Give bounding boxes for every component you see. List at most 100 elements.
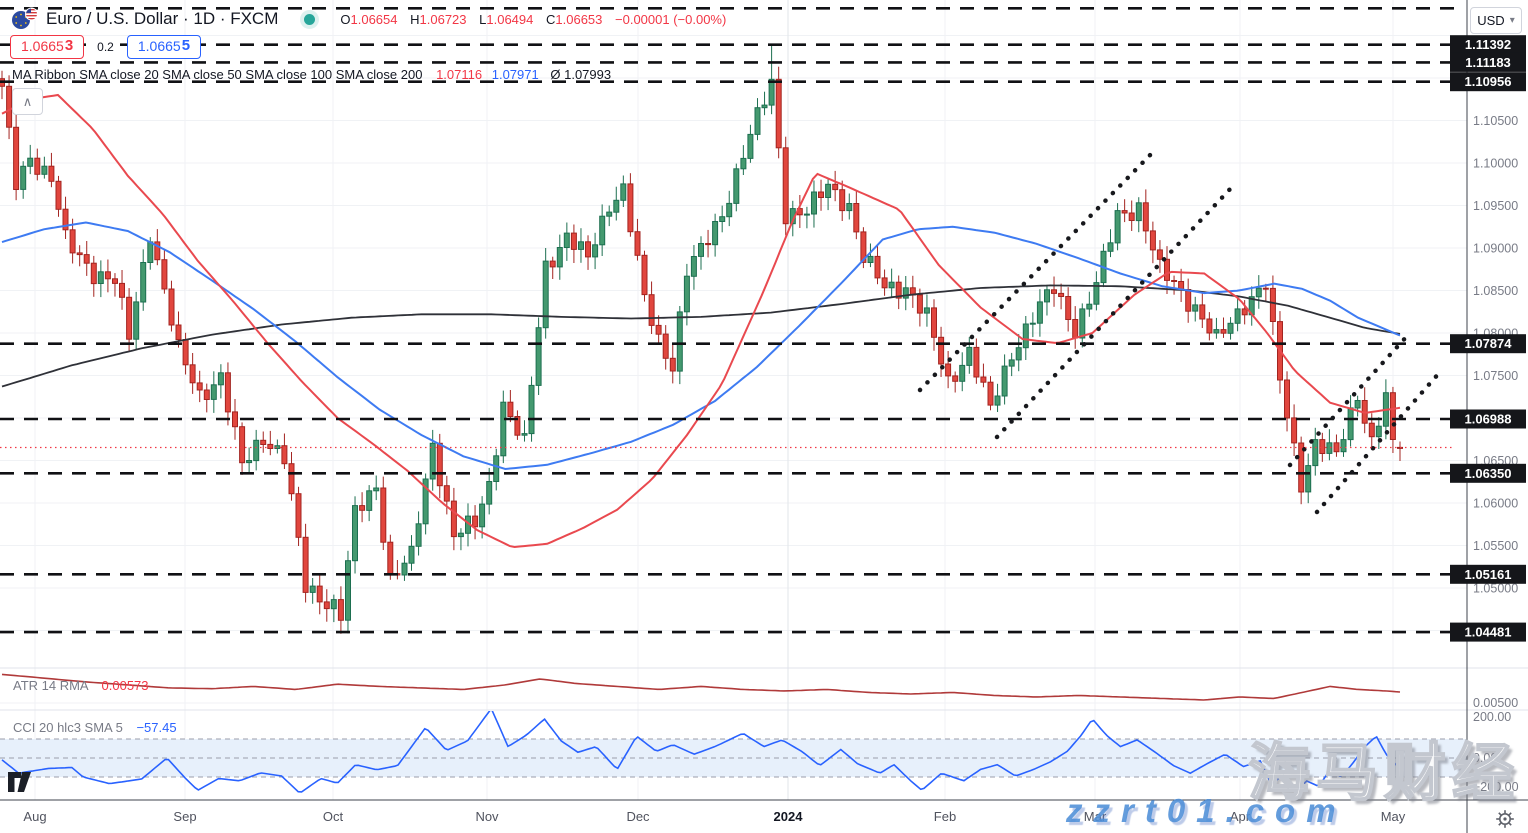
candle: [104, 259, 111, 293]
candle: [1291, 404, 1298, 456]
price-level-chip: 1.11183: [1450, 52, 1526, 72]
candle: [606, 205, 613, 227]
ma-ribbon-label: MA Ribbon SMA close 20 SMA close 50 SMA …: [12, 67, 423, 82]
candle: [1100, 243, 1107, 288]
candle: [507, 390, 514, 423]
price-tick: 1.05500: [1473, 539, 1518, 553]
time-axis-label: May: [1381, 809, 1406, 824]
candle: [754, 98, 761, 141]
candle: [126, 288, 133, 351]
candle: [1262, 283, 1269, 302]
currency-selector[interactable]: USD ▾: [1470, 7, 1522, 34]
buy-button[interactable]: 1.0665 5: [126, 35, 202, 59]
chevron-down-icon: ▾: [1509, 15, 1515, 26]
atr-label: ATR 14 RMA: [13, 678, 88, 693]
candle: [20, 161, 27, 199]
candle: [782, 136, 789, 236]
collapse-legend-button[interactable]: ∧: [12, 88, 43, 115]
candle: [570, 224, 577, 263]
candle: [690, 245, 697, 290]
candle: [493, 448, 500, 491]
grid-layer: [0, 0, 1467, 800]
candle: [1086, 291, 1093, 317]
candle: [323, 589, 330, 622]
candle: [1305, 453, 1312, 504]
candle: [669, 344, 676, 384]
market-status-icon[interactable]: [304, 13, 316, 25]
price-level-chip: 1.07874: [1450, 334, 1526, 354]
candle: [394, 560, 401, 580]
candle: [90, 255, 97, 297]
candle: [345, 550, 351, 634]
candle: [705, 229, 712, 258]
trendlines-layer: [917, 145, 1443, 515]
ma-ribbon-legend[interactable]: MA Ribbon SMA close 20 SMA close 50 SMA …: [12, 67, 611, 82]
candle: [1269, 275, 1276, 335]
candle: [337, 586, 344, 634]
candle: [1079, 303, 1086, 348]
symbol-title[interactable]: Euro / U.S. Dollar · 1D · FXCM: [46, 9, 279, 28]
candle: [1107, 229, 1114, 258]
price-level-chip: 1.11392: [1450, 35, 1526, 55]
candle: [55, 175, 62, 217]
candle: [1199, 291, 1206, 328]
atr-legend[interactable]: ATR 14 RMA 0.00573: [13, 678, 149, 693]
candle: [1326, 429, 1333, 461]
open-value: 1.06654: [350, 11, 398, 27]
candle: [472, 505, 479, 540]
close-value: 1.06653: [555, 11, 603, 27]
candle: [881, 269, 888, 296]
candle: [401, 555, 408, 581]
svg-text:1.06988: 1.06988: [1465, 412, 1512, 427]
settings-gear-icon[interactable]: [1495, 809, 1515, 829]
sma20-line: [1, 93, 1401, 549]
candle: [97, 260, 104, 298]
candle: [1248, 286, 1255, 326]
apr-may-channel-lower[interactable]: [1314, 369, 1443, 515]
sma50-value: 1.07971: [491, 67, 539, 82]
candle: [83, 241, 90, 276]
candle: [76, 245, 83, 267]
candle: [133, 291, 140, 350]
candle: [662, 325, 669, 370]
svg-text:1.04481: 1.04481: [1465, 625, 1512, 640]
candle: [232, 399, 238, 440]
tradingview-logo[interactable]: [8, 771, 36, 793]
candle: [902, 276, 909, 311]
candle: [422, 473, 429, 535]
svg-text:1.05161: 1.05161: [1465, 567, 1512, 582]
candle: [1093, 271, 1100, 311]
trade-buttons: 1.0665 3 0.2 1.0665 5: [10, 35, 202, 59]
candle: [239, 422, 246, 475]
atr-value: 0.00573: [101, 678, 149, 693]
candle: [1340, 428, 1347, 457]
candle: [210, 371, 217, 413]
price-level-chip: 1.06350: [1450, 463, 1526, 483]
candle: [1135, 197, 1142, 233]
candle: [253, 429, 260, 471]
candle: [154, 229, 161, 266]
candle: [980, 363, 987, 388]
candle: [923, 294, 930, 327]
sell-button[interactable]: 1.0665 3: [10, 35, 85, 59]
candle: [380, 476, 387, 550]
candle: [1213, 317, 1220, 339]
candle: [1029, 312, 1036, 338]
candle: [818, 179, 824, 211]
feb-mar-channel-upper[interactable]: [917, 145, 1160, 393]
candle: [1008, 352, 1015, 377]
candle: [1156, 240, 1163, 273]
candle: [140, 249, 147, 311]
candle: [825, 178, 832, 211]
feb-mar-channel-lower[interactable]: [994, 184, 1235, 440]
apr-may-channel-upper[interactable]: [1287, 332, 1411, 468]
cci-line: [1, 711, 1401, 793]
candle: [952, 371, 959, 393]
candle: [274, 439, 281, 454]
price-level-chip: 1.06988: [1450, 409, 1526, 429]
cci-tick: 200.00: [1473, 710, 1511, 724]
cci-legend[interactable]: CCI 20 hlc3 SMA 5 −57.45: [13, 720, 177, 735]
candle: [1022, 316, 1029, 360]
